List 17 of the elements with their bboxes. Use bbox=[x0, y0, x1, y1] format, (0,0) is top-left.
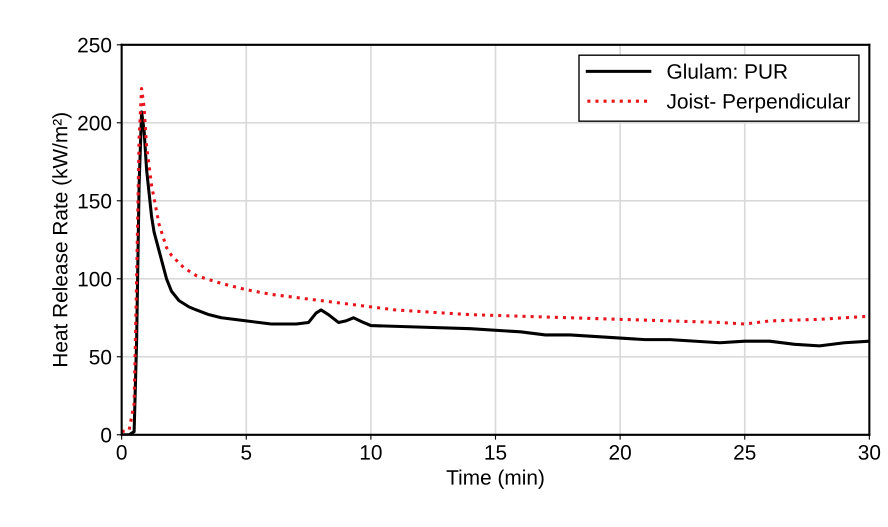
y-tick-label: 150 bbox=[78, 194, 112, 209]
x-tick-label: 15 bbox=[486, 445, 506, 460]
legend-label: Joist- Perpendicular bbox=[666, 93, 850, 113]
y-tick-label: 200 bbox=[78, 116, 112, 131]
x-tick-label: 20 bbox=[610, 445, 631, 460]
y-tick-label: 0 bbox=[101, 428, 112, 443]
y-tick-label: 100 bbox=[78, 272, 112, 287]
x-tick-label: 25 bbox=[734, 445, 756, 460]
x-tick-label: 5 bbox=[241, 445, 252, 460]
x-axis-title: Time (min) bbox=[446, 469, 544, 489]
y-tick-label: 250 bbox=[78, 38, 112, 53]
x-tick-label: 0 bbox=[116, 445, 127, 460]
x-tick-label: 10 bbox=[360, 445, 382, 460]
y-axis-title: Heat Release Rate (kW/m²) bbox=[52, 113, 72, 366]
x-tick-label: 30 bbox=[858, 445, 880, 460]
y-tick-label: 50 bbox=[90, 350, 112, 365]
legend-label: Glulam: PUR bbox=[668, 64, 788, 79]
